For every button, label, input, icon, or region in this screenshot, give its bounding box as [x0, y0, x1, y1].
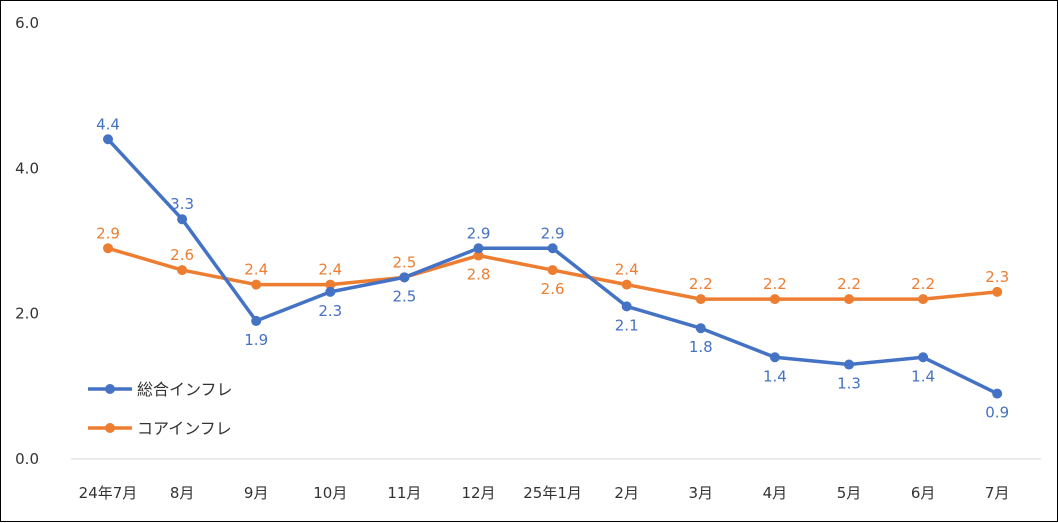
y-tick-label: 6.0: [15, 14, 39, 32]
x-tick-label: 9月: [244, 484, 269, 502]
data-point-headline: [399, 272, 410, 283]
data-label-core: 2.9: [96, 224, 120, 242]
data-label-core: 2.5: [392, 253, 416, 271]
x-tick-label: 25年1月: [523, 484, 582, 502]
x-tick-label: 24年7月: [79, 484, 138, 502]
data-point-core: [695, 294, 706, 305]
data-point-core: [918, 294, 929, 305]
data-label-headline: 1.9: [244, 331, 268, 349]
data-point-core: [992, 286, 1003, 297]
data-point-headline: [325, 286, 336, 297]
legend-swatch-marker: [105, 384, 115, 394]
data-point-headline: [844, 359, 854, 370]
data-point-core: [769, 294, 780, 305]
data-point-headline: [547, 243, 558, 254]
data-label-headline: 2.5: [392, 287, 416, 305]
data-point-headline: [992, 388, 1003, 399]
data-label-headline: 1.3: [837, 375, 861, 393]
x-tick-label: 2月: [614, 484, 639, 502]
data-label-headline: 2.1: [615, 316, 639, 334]
data-point-core: [547, 265, 558, 276]
x-tick-label: 12月: [461, 484, 495, 502]
x-tick-label: 4月: [763, 484, 788, 502]
data-label-headline: 3.3: [170, 195, 194, 213]
data-point-headline: [177, 214, 188, 225]
x-tick-label: 3月: [689, 484, 714, 502]
data-point-core: [177, 265, 188, 276]
data-point-core: [325, 279, 336, 290]
data-point-headline: [103, 134, 113, 145]
data-label-headline: 0.9: [985, 404, 1009, 422]
data-point-headline: [251, 315, 262, 326]
y-tick-label: 4.0: [15, 159, 39, 177]
data-point-headline: [473, 243, 484, 254]
data-point-headline: [769, 352, 780, 363]
data-label-core: 2.8: [467, 266, 491, 284]
x-tick-label: 11月: [387, 484, 421, 502]
data-point-core: [844, 294, 854, 305]
data-label-headline: 2.9: [467, 224, 491, 242]
data-point-core: [621, 279, 632, 290]
data-point-headline: [918, 352, 929, 363]
data-label-core: 2.2: [911, 275, 935, 293]
data-label-headline: 1.8: [689, 338, 713, 356]
legend-swatch-marker: [105, 423, 115, 433]
data-label-core: 2.4: [244, 261, 268, 279]
data-label-core: 2.3: [985, 268, 1009, 286]
x-tick-label: 8月: [170, 484, 195, 502]
data-label-core: 2.2: [837, 275, 861, 293]
data-label-core: 2.2: [763, 275, 787, 293]
legend-label: コアインフレ: [137, 419, 232, 438]
data-point-core: [473, 250, 484, 261]
data-point-core: [251, 279, 262, 290]
data-label-core: 2.6: [541, 280, 565, 298]
x-tick-label: 10月: [313, 484, 347, 502]
data-label-core: 2.6: [170, 246, 194, 264]
data-point-core: [103, 243, 113, 254]
y-tick-label: 2.0: [15, 305, 39, 323]
data-label-headline: 2.9: [541, 224, 565, 242]
data-point-headline: [695, 323, 706, 334]
x-tick-label: 5月: [837, 484, 862, 502]
data-point-headline: [621, 301, 632, 312]
data-label-core: 2.4: [615, 261, 639, 279]
legend-label: 総合インフレ: [137, 380, 233, 399]
data-label-core: 2.2: [689, 275, 713, 293]
data-label-core: 2.4: [318, 261, 342, 279]
data-label-headline: 2.3: [318, 302, 342, 320]
y-tick-label: 0.0: [15, 450, 39, 468]
x-tick-label: 7月: [985, 484, 1010, 502]
data-label-headline: 1.4: [763, 367, 787, 385]
x-tick-label: 6月: [911, 484, 936, 502]
data-label-headline: 1.4: [911, 367, 935, 385]
data-label-headline: 4.4: [96, 115, 120, 133]
